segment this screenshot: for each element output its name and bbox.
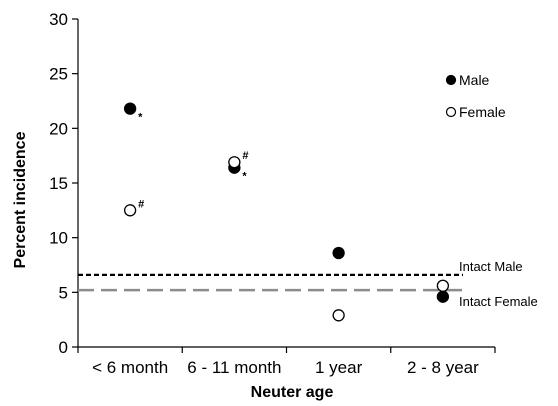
y-tick-label: 30 bbox=[49, 10, 68, 29]
male-data-point bbox=[332, 246, 345, 260]
y-tick-label: 0 bbox=[59, 338, 68, 357]
female-data-point bbox=[436, 279, 450, 292]
significance-marker: * bbox=[138, 112, 143, 124]
y-tick-label: 25 bbox=[49, 65, 68, 84]
legend-marker bbox=[445, 74, 457, 86]
x-tick-label: 6 - 11 month bbox=[187, 358, 281, 377]
x-axis-title: Neuter age bbox=[251, 384, 334, 401]
significance-marker: # bbox=[242, 150, 248, 162]
reference-line-label: Intact Female bbox=[459, 294, 538, 309]
x-tick-label: < 6 month bbox=[92, 358, 168, 377]
female-data-point bbox=[332, 309, 345, 322]
x-tick-label: 2 - 8 year bbox=[407, 358, 479, 377]
significance-marker: * bbox=[242, 171, 247, 183]
y-tick-label: 20 bbox=[49, 119, 68, 138]
female-data-point bbox=[123, 204, 137, 217]
male-data-point bbox=[436, 290, 450, 303]
x-tick-label: 1 year bbox=[315, 358, 363, 377]
axes: 0 5 10 15 20 25 30 < 6 month 6 - 11 month 1 year 2… bbox=[49, 10, 496, 377]
legend-marker bbox=[445, 106, 457, 118]
y-tick-label: 10 bbox=[49, 229, 68, 248]
data-points: * * # # bbox=[123, 102, 450, 322]
reference-line-label: Intact Male bbox=[459, 259, 523, 274]
y-axis-title: Percent incidence bbox=[12, 131, 29, 268]
significance-marker: # bbox=[138, 198, 144, 210]
y-tick-label: 15 bbox=[49, 174, 68, 193]
legend: Male Female bbox=[445, 72, 506, 120]
legend-label: Female bbox=[459, 104, 506, 120]
male-data-point bbox=[123, 102, 137, 115]
female-data-point bbox=[228, 156, 241, 169]
reference-lines: Intact Male Intact Female bbox=[78, 259, 538, 309]
y-tick-label: 5 bbox=[59, 283, 68, 302]
legend-label: Male bbox=[459, 72, 490, 88]
